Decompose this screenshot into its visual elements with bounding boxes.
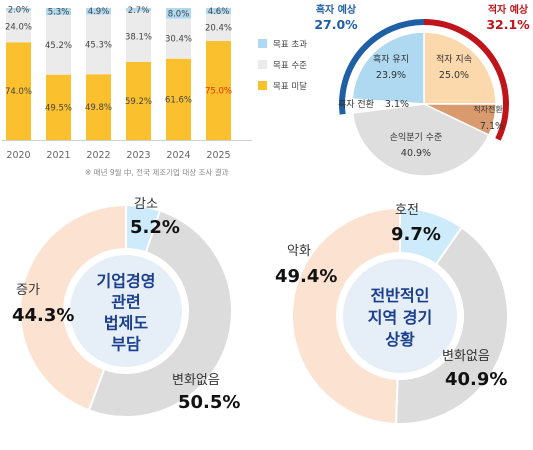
slice-name: 변화없음: [172, 373, 220, 388]
data-label: 2.7%: [128, 6, 150, 16]
donut-center-text: 기업경영: [97, 272, 156, 291]
x-tick-label: 2020: [6, 150, 30, 161]
stacked-bar-chart: 74.0% 24.0% 2.0% 2020 49.5% 45.2% 5.3% 2021 49.8…: [2, 5, 307, 177]
donut-slice: [394, 226, 509, 425]
bar-segment: [6, 10, 31, 43]
data-label: 74.0%: [5, 87, 32, 97]
data-label: 8.0%: [168, 9, 190, 19]
legend-swatch: [258, 81, 267, 90]
donut-slice: [291, 206, 401, 425]
pie-slice: [351, 103, 490, 177]
data-label: 38.1%: [125, 33, 152, 43]
data-label: 49.5%: [45, 103, 72, 113]
legend-swatch: [258, 60, 267, 69]
bar-segment: [166, 58, 191, 140]
footnote: ※ 매년 9월 中, 전국 제조기업 대상 조사 결과: [85, 167, 229, 177]
slice-value: 44.3%: [12, 305, 74, 326]
slice-name: 악화: [287, 244, 311, 259]
slice-name: 변화없음: [442, 349, 490, 364]
donut-slice: [19, 203, 127, 412]
donut-center-text: 상황: [385, 330, 415, 349]
bar-segment: [206, 41, 231, 140]
slice-value: 23.9%: [376, 70, 406, 81]
slice-name: 감소: [134, 197, 158, 212]
donut-center-text: 지역 경기: [368, 308, 432, 327]
group-value: 27.0%: [314, 17, 358, 32]
slice-value: 25.0%: [439, 70, 469, 81]
slice-value: 40.9%: [401, 148, 431, 159]
data-label: 5.3%: [48, 7, 70, 17]
bar-segment: [6, 42, 31, 140]
slice-name: 증가: [16, 283, 40, 298]
donut-center-text: 법제도: [104, 314, 148, 333]
donut-center-disc: [70, 255, 182, 367]
donut-center-text: 관련: [111, 293, 140, 312]
legend-label: 목표 수준: [273, 61, 307, 71]
data-label: 2.0%: [8, 5, 30, 15]
legend-swatch: [258, 39, 267, 48]
data-label: 61.6%: [165, 95, 192, 105]
slice-name: 손익분기 수준: [390, 131, 443, 143]
data-label: 4.9%: [88, 7, 110, 17]
bar-segment: [86, 8, 111, 15]
group-name: 흑자 예상: [316, 3, 357, 16]
bar-segment: [126, 8, 151, 12]
bar-segment: [6, 8, 31, 11]
pie-slice: [423, 31, 497, 105]
bar-segment: [206, 14, 231, 42]
bar-segment: [46, 74, 71, 140]
slice-name: 호전: [395, 203, 419, 218]
bar-segment: [126, 61, 151, 140]
bar-segment: [86, 14, 111, 75]
slice-value: 40.9%: [445, 369, 507, 390]
slice-name: 적자 지속: [436, 53, 472, 65]
slice-value: 3.1%: [385, 99, 409, 110]
data-label: 4.6%: [208, 7, 230, 17]
bar-segment: [46, 14, 71, 75]
donut-center-disc: [343, 259, 457, 373]
bar-segment: [86, 74, 111, 140]
data-label: 24.0%: [5, 22, 32, 32]
data-label: 75.0%: [205, 87, 232, 97]
donut-center-text: 부담: [111, 335, 141, 354]
donut-center-text: 전반적인: [371, 286, 430, 305]
bar-segment: [206, 8, 231, 15]
x-tick-label: 2024: [166, 150, 190, 161]
bar-segment: [166, 8, 191, 19]
x-tick-label: 2022: [86, 150, 110, 161]
data-label: 30.4%: [165, 35, 192, 45]
data-label: 45.3%: [85, 40, 112, 50]
slice-name: 적자전환: [473, 104, 503, 114]
slice-value: 9.7%: [391, 224, 441, 245]
group-name: 적자 예상: [488, 3, 529, 16]
slice-value: 50.5%: [178, 392, 240, 413]
pie-slice: [351, 31, 425, 105]
profit-group-arc: [339, 19, 425, 115]
slice-name: 흑자 전환: [338, 98, 374, 110]
data-label: 59.2%: [125, 97, 152, 107]
x-tick-label: 2021: [46, 150, 70, 161]
x-tick-label: 2023: [126, 150, 150, 161]
data-label: 20.4%: [205, 24, 232, 34]
data-label: 45.2%: [45, 41, 72, 51]
slice-value: 7.1%: [480, 121, 504, 132]
bar-segment: [166, 18, 191, 59]
donut-slice: [87, 209, 233, 418]
slice-value: 49.4%: [275, 266, 337, 287]
bar-segment: [46, 8, 71, 15]
slice-value: 5.2%: [130, 217, 180, 238]
loss-group-arc: [423, 19, 509, 141]
data-label: 49.8%: [85, 103, 112, 113]
legend-label: 목표 초과: [273, 40, 307, 50]
bar-segment: [126, 11, 151, 62]
slice-name: 흑자 유지: [373, 53, 409, 65]
legend-label: 목표 미달: [273, 81, 307, 92]
group-value: 32.1%: [486, 17, 530, 32]
x-tick-label: 2025: [206, 150, 230, 161]
